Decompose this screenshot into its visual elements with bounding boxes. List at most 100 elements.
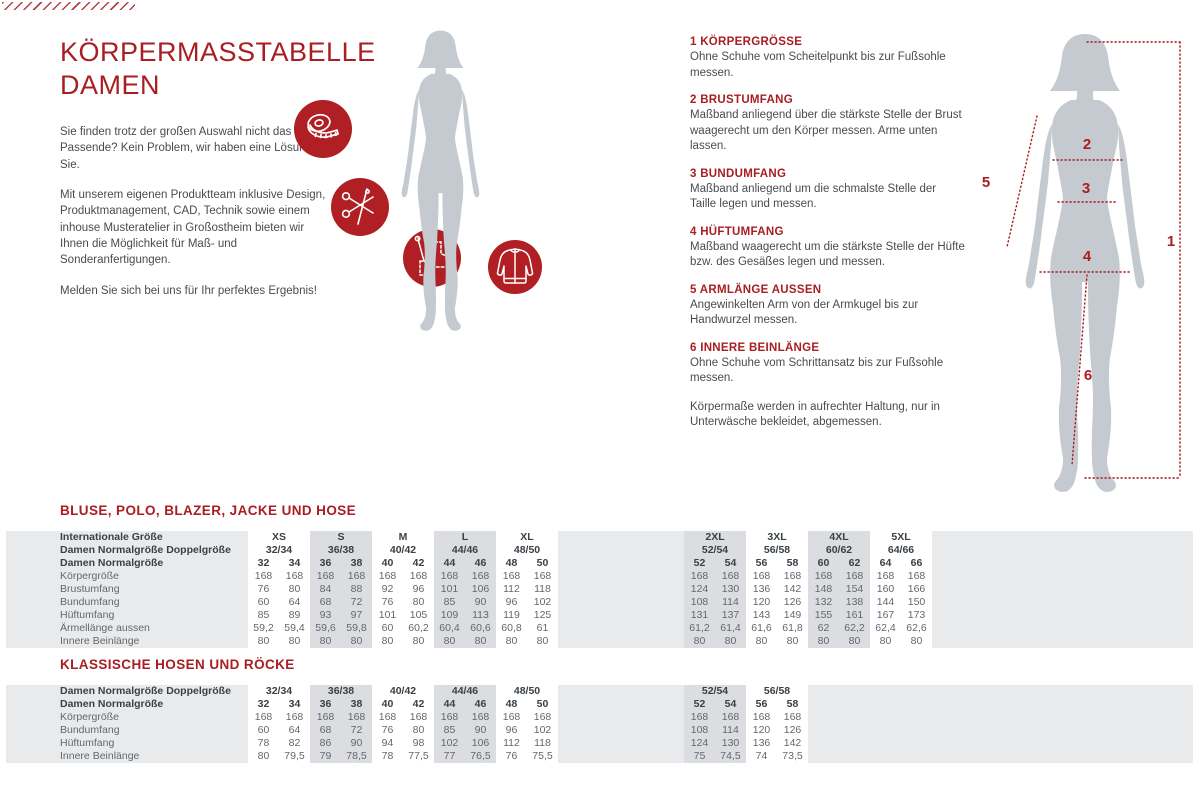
instruction-item: 3 BUNDUMFANG Maßband anliegend um die sc… xyxy=(690,168,965,213)
column-spacer xyxy=(558,583,684,596)
value-cell: 119 xyxy=(496,609,527,622)
value-cell: 48 xyxy=(496,557,527,570)
column-spacer xyxy=(558,750,684,763)
table-row: Ärmellänge aussen 59,2 59,4 59,6 59,8 60 60,2 6… xyxy=(6,622,1193,635)
value-cell: 80 xyxy=(248,635,279,648)
marker-height: 1 xyxy=(1166,233,1176,250)
value-cell: 114 xyxy=(715,724,746,737)
value-cell: 78 xyxy=(372,750,403,763)
value-cell: 80 xyxy=(248,750,279,763)
size-group-cell: 52/54 xyxy=(684,544,746,557)
value-cell: 68 xyxy=(310,724,341,737)
value-cell: 60 xyxy=(808,557,839,570)
value-cell: 61,4 xyxy=(715,622,746,635)
instruction-text: Maßband anliegend um die schmalste Stell… xyxy=(690,182,937,211)
marker-inseam: 6 xyxy=(1083,367,1093,384)
value-cell: 168 xyxy=(684,570,715,583)
row-label: Damen Normalgröße xyxy=(6,557,248,570)
instruction-heading: 1 KÖRPERGRÖSSE xyxy=(690,36,965,48)
value-cell: 98 xyxy=(403,737,434,750)
table-filler xyxy=(808,685,1193,698)
value-cell: 60 xyxy=(372,622,403,635)
value-cell: 80 xyxy=(808,635,839,648)
value-cell: 62,6 xyxy=(901,622,932,635)
value-cell: 168 xyxy=(527,570,558,583)
value-cell: 168 xyxy=(372,711,403,724)
value-cell: 76 xyxy=(372,596,403,609)
instruction-item: 2 BRUSTUMFANG Maßband anliegend über die… xyxy=(690,94,965,155)
intro-text: Sie finden trotz der großen Auswahl nich… xyxy=(60,124,330,299)
size-table-section-tops: BLUSE, POLO, BLAZER, JACKE UND HOSE Inte… xyxy=(0,503,1200,648)
value-cell: 130 xyxy=(715,737,746,750)
value-cell: 168 xyxy=(715,711,746,724)
value-cell: 68 xyxy=(310,596,341,609)
value-cell: 80 xyxy=(279,583,310,596)
value-cell: 88 xyxy=(341,583,372,596)
value-cell: 168 xyxy=(870,570,901,583)
row-label: Brustumfang xyxy=(6,583,248,596)
table-row: Hüftumfang 78 82 86 90 94 98 102 106 112 118 124 130… xyxy=(6,737,1193,750)
value-cell: 76 xyxy=(372,724,403,737)
table-filler xyxy=(808,750,1193,763)
value-cell: 77 xyxy=(434,750,465,763)
table-filler xyxy=(932,596,1193,609)
value-cell: 168 xyxy=(279,711,310,724)
value-cell: 144 xyxy=(870,596,901,609)
value-cell: 80 xyxy=(777,635,808,648)
value-cell: 96 xyxy=(496,724,527,737)
size-group-cell: 44/46 xyxy=(434,544,496,557)
size-group-cell: 48/50 xyxy=(496,544,558,557)
table-filler xyxy=(808,711,1193,724)
size-group-cell: 64/66 xyxy=(870,544,932,557)
value-cell: 60 xyxy=(248,596,279,609)
value-cell: 60,6 xyxy=(465,622,496,635)
marker-waist: 3 xyxy=(1081,180,1091,197)
size-group-cell: 32/34 xyxy=(248,685,310,698)
column-spacer xyxy=(558,685,684,698)
row-label: Körpergröße xyxy=(6,711,248,724)
intro-paragraph: Mit unserem eigenen Produktteam inklusiv… xyxy=(60,188,326,267)
size-table-section-bottoms: KLASSISCHE HOSEN UND RÖCKE Damen Normalg… xyxy=(0,657,1200,763)
value-cell: 80 xyxy=(901,635,932,648)
row-label: Damen Normalgröße Doppelgröße xyxy=(6,685,248,698)
value-cell: 62 xyxy=(839,557,870,570)
value-cell: 168 xyxy=(496,711,527,724)
measuring-instructions: 1 KÖRPERGRÖSSE Ohne Schuhe vom Scheitelp… xyxy=(690,36,965,431)
value-cell: 125 xyxy=(527,609,558,622)
table-filler xyxy=(932,531,1193,544)
value-cell: 62 xyxy=(808,622,839,635)
value-cell: 80 xyxy=(746,635,777,648)
value-cell: 46 xyxy=(465,557,496,570)
value-cell: 78,5 xyxy=(341,750,372,763)
row-label: Bundumfang xyxy=(6,596,248,609)
table-filler xyxy=(932,635,1193,648)
value-cell: 80 xyxy=(310,635,341,648)
row-label: Internationale Größe xyxy=(6,531,248,544)
value-cell: 80 xyxy=(403,596,434,609)
instruction-title: BRUSTUMFANG xyxy=(700,94,793,107)
size-group-cell: 60/62 xyxy=(808,544,870,557)
table-filler xyxy=(932,609,1193,622)
value-cell: 105 xyxy=(403,609,434,622)
value-cell: 54 xyxy=(715,557,746,570)
value-cell: 168 xyxy=(746,570,777,583)
value-cell: 61 xyxy=(527,622,558,635)
column-spacer xyxy=(558,544,684,557)
value-cell: 50 xyxy=(527,557,558,570)
marker-bust: 2 xyxy=(1082,136,1092,153)
value-cell: 136 xyxy=(746,583,777,596)
value-cell: 74,5 xyxy=(715,750,746,763)
table-filler xyxy=(932,583,1193,596)
value-cell: 61,6 xyxy=(746,622,777,635)
value-cell: 80 xyxy=(403,635,434,648)
size-group-cell: 56/58 xyxy=(746,685,808,698)
value-cell: 42 xyxy=(403,698,434,711)
measuring-tape-icon xyxy=(294,100,352,163)
size-group-cell: 4XL xyxy=(808,531,870,544)
value-cell: 58 xyxy=(777,698,808,711)
instruction-heading: 5 ARMLÄNGE AUSSEN xyxy=(690,284,965,296)
page-header: KÖRPERMASSTABELLE DAMEN Sie finden trotz… xyxy=(60,36,375,299)
value-cell: 80 xyxy=(839,635,870,648)
value-cell: 80 xyxy=(434,635,465,648)
value-cell: 72 xyxy=(341,596,372,609)
